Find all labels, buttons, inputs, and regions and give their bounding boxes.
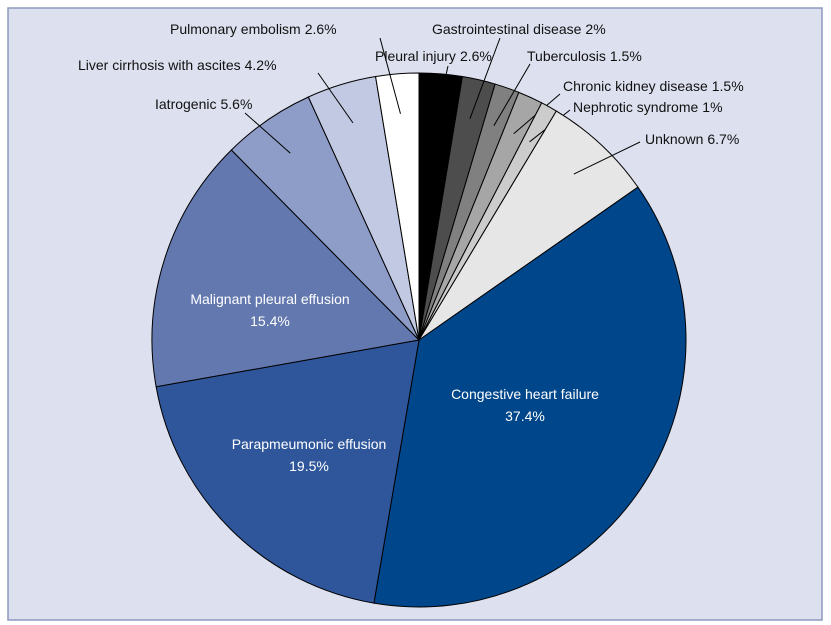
slice-label-name: Pulmonary embolism — [170, 21, 301, 37]
slice-label-name: Tuberculosis — [527, 48, 606, 64]
slice-label-name: Pleural injury — [375, 48, 456, 64]
pie-slice — [373, 186, 687, 608]
leader-line — [469, 37, 501, 120]
pie-slice — [155, 339, 420, 604]
slice-label: Tuberculosis 1.5% — [527, 48, 642, 64]
slice-label: Chronic kidney disease 1.5% — [563, 78, 744, 94]
slice-label: Gastrointestinal disease 2% — [432, 21, 606, 37]
slice-label: Parapmeumonic effusion — [232, 436, 387, 452]
leader-line — [493, 63, 531, 127]
slice-label-value: 19.5% — [289, 458, 329, 474]
slice-label-value: 2.6% — [460, 48, 492, 64]
slice-label: Malignant pleural effusion — [190, 291, 349, 307]
slice-label-value: 37.4% — [505, 408, 545, 424]
slice-label-name: Congestive heart failure — [451, 386, 599, 402]
slice-label-name: Gastrointestinal disease — [432, 21, 582, 37]
slice-label: Pulmonary embolism 2.6% — [170, 21, 337, 37]
slice-label-value: 15.4% — [250, 313, 290, 329]
slice-label-value: 4.2% — [245, 57, 277, 73]
pie-slice — [418, 110, 639, 341]
pie-slice — [151, 149, 421, 388]
slice-label: Liver cirrhosis with ascites 4.2% — [78, 57, 277, 73]
slice-value-label: 19.5% — [289, 458, 329, 474]
slice-label-name: Iatrogenic — [155, 96, 216, 112]
leader-line — [379, 37, 401, 114]
slice-label-name: Liver cirrhosis with ascites — [78, 57, 241, 73]
slice-label-value: 1.5% — [610, 48, 642, 64]
slice-label-value: 1% — [702, 99, 722, 115]
slice-label-name: Unknown — [645, 131, 703, 147]
leader-line — [244, 112, 291, 154]
slice-label-value: 6.7% — [707, 131, 739, 147]
leader-line — [317, 72, 354, 124]
slice-label-name: Chronic kidney disease — [563, 78, 708, 94]
pie-slice — [375, 72, 420, 341]
slice-value-label: 37.4% — [505, 408, 545, 424]
leader-line — [437, 65, 449, 114]
slice-label-name: Malignant pleural effusion — [190, 291, 349, 307]
slice-label-value: 5.6% — [220, 96, 252, 112]
slice-label-value: 2.6% — [305, 21, 337, 37]
slice-label-name: Nephrotic syndrome — [573, 99, 698, 115]
slice-label-value: 2% — [585, 21, 605, 37]
slice-label: Nephrotic syndrome 1% — [573, 99, 723, 115]
slice-label: Congestive heart failure — [451, 386, 599, 402]
slice-label-name: Parapmeumonic effusion — [232, 436, 387, 452]
slice-label-value: 1.5% — [712, 78, 744, 94]
slice-label: Unknown 6.7% — [645, 131, 739, 147]
slice-label: Iatrogenic 5.6% — [155, 96, 252, 112]
slice-value-label: 15.4% — [250, 313, 290, 329]
leader-line — [573, 141, 641, 175]
slice-label: Pleural injury 2.6% — [375, 48, 492, 64]
